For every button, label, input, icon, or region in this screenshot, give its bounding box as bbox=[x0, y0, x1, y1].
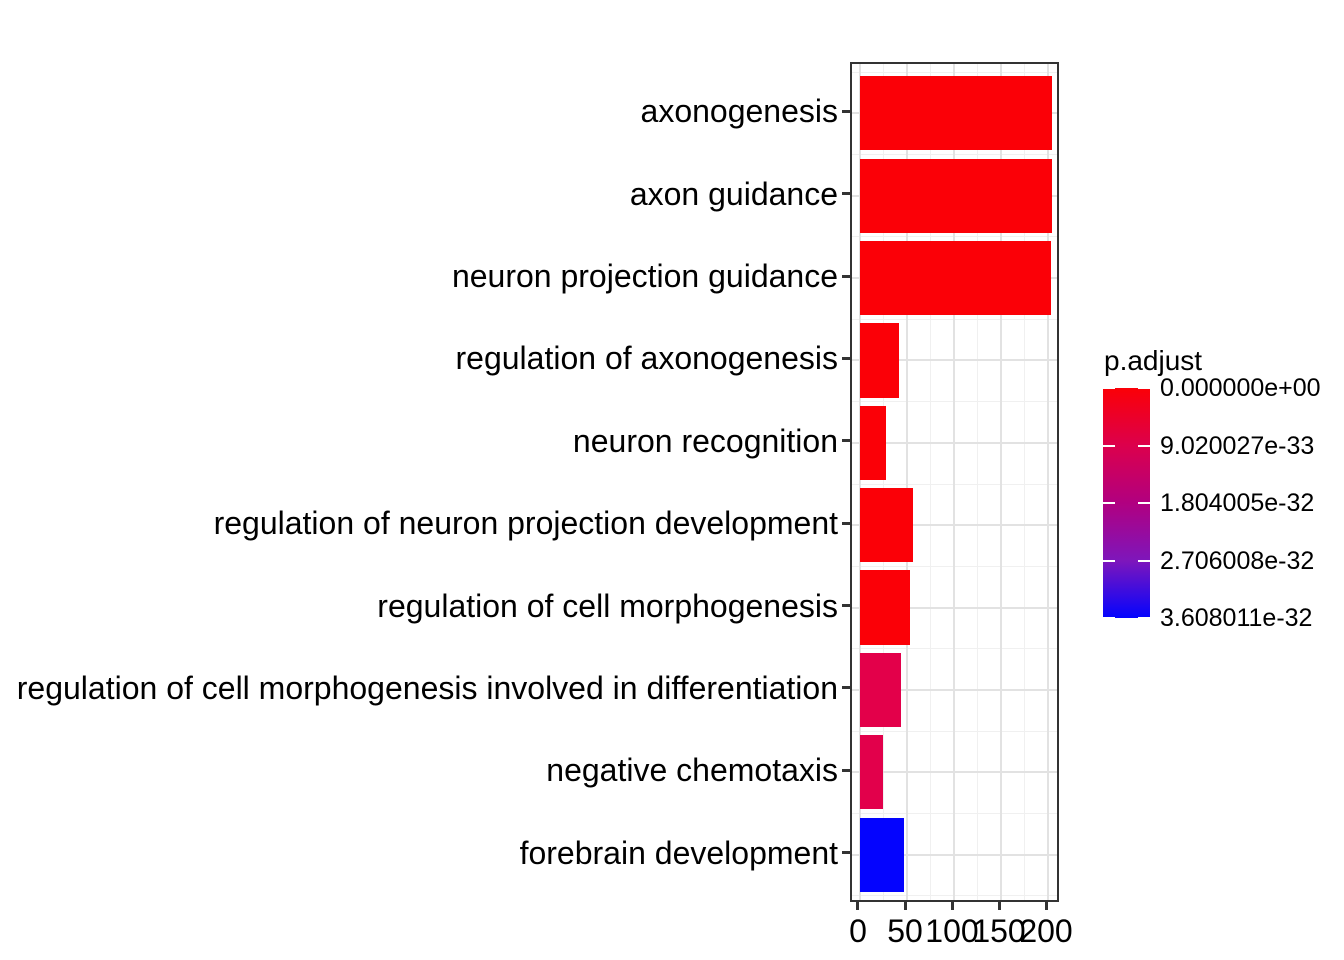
x-axis-tick bbox=[903, 902, 907, 910]
legend-tick bbox=[1103, 617, 1115, 619]
plot-panel bbox=[850, 62, 1059, 902]
y-axis-tick bbox=[842, 274, 850, 278]
x-axis-tick bbox=[997, 902, 1001, 910]
x-axis-tick-label: 200 bbox=[1019, 913, 1073, 949]
y-axis-label: axonogenesis bbox=[640, 93, 838, 130]
legend-tick bbox=[1138, 559, 1150, 562]
y-axis-tick bbox=[842, 109, 850, 113]
y-axis-label: regulation of cell morphogenesis involve… bbox=[16, 669, 838, 706]
grid-major-x-line bbox=[1047, 64, 1050, 900]
x-axis-tick bbox=[950, 902, 954, 910]
bar bbox=[859, 241, 1051, 316]
x-axis-tick bbox=[856, 902, 860, 910]
grid-major-y-line bbox=[852, 771, 1057, 774]
grid-major-y-line bbox=[852, 359, 1057, 362]
y-axis-tick bbox=[842, 192, 850, 196]
legend-tick-label: 3.608011e-32 bbox=[1160, 604, 1313, 632]
legend-tick bbox=[1138, 502, 1150, 504]
bar bbox=[859, 735, 883, 810]
y-axis-label: neuron projection guidance bbox=[451, 258, 838, 295]
y-axis-tick bbox=[842, 356, 850, 360]
y-axis-tick bbox=[842, 439, 850, 443]
legend-tick bbox=[1138, 387, 1150, 389]
y-axis-label: forebrain development bbox=[519, 834, 838, 871]
y-axis-tick bbox=[842, 768, 850, 772]
legend-tick-label: 2.706008e-32 bbox=[1160, 546, 1315, 575]
legend-tick bbox=[1103, 559, 1115, 562]
bar bbox=[859, 76, 1052, 151]
y-axis-label: negative chemotaxis bbox=[546, 752, 838, 789]
grid-major-x-line bbox=[953, 64, 955, 900]
x-axis-tick-label: 0 bbox=[849, 913, 867, 949]
bar bbox=[859, 158, 1052, 233]
legend-tick bbox=[1103, 444, 1115, 447]
grid-major-y-line bbox=[852, 688, 1057, 691]
bar bbox=[859, 323, 900, 398]
x-axis-tick-label: 50 bbox=[887, 913, 923, 949]
legend-title: p.adjust bbox=[1104, 345, 1203, 376]
bar bbox=[859, 652, 902, 727]
bar bbox=[859, 405, 887, 480]
bar bbox=[859, 817, 905, 892]
grid-major-y-line bbox=[852, 853, 1057, 856]
y-axis-tick bbox=[842, 851, 850, 855]
x-axis-tick-label: 150 bbox=[972, 913, 1026, 949]
y-axis-tick bbox=[842, 521, 850, 525]
y-axis-label: regulation of axonogenesis bbox=[455, 340, 839, 377]
y-axis-label: regulation of cell morphogenesis bbox=[377, 587, 838, 624]
grid-minor-x-line bbox=[977, 64, 978, 900]
y-axis-tick bbox=[842, 604, 850, 608]
legend-tick bbox=[1103, 387, 1115, 389]
grid-minor-x-line bbox=[930, 64, 931, 900]
y-axis-label: regulation of neuron projection developm… bbox=[213, 505, 838, 542]
grid-major-y-line bbox=[852, 441, 1057, 444]
bar bbox=[859, 570, 910, 645]
grid-minor-x-line bbox=[882, 64, 884, 900]
y-axis-label: axon guidance bbox=[629, 175, 838, 212]
grid-minor-x-line bbox=[1024, 64, 1026, 900]
legend-tick-label: 1.804005e-32 bbox=[1160, 489, 1315, 517]
grid-major-x-line bbox=[1000, 64, 1003, 900]
grid-major-x-line bbox=[858, 64, 861, 900]
legend-tick bbox=[1138, 617, 1150, 619]
y-axis-label: neuron recognition bbox=[572, 422, 838, 459]
legend-tick bbox=[1103, 502, 1115, 504]
bar bbox=[859, 488, 913, 563]
legend-tick-label: 0.000000e+00 bbox=[1160, 374, 1321, 402]
x-axis-tick bbox=[1044, 902, 1048, 910]
grid-major-y-line bbox=[852, 606, 1057, 609]
legend-tick bbox=[1138, 444, 1150, 447]
grid-major-x-line bbox=[906, 64, 908, 900]
y-axis-tick bbox=[842, 686, 850, 690]
grid-major-y-line bbox=[852, 524, 1057, 527]
legend-tick-label: 9.020027e-33 bbox=[1160, 431, 1315, 460]
x-axis-tick-label: 100 bbox=[925, 913, 979, 949]
